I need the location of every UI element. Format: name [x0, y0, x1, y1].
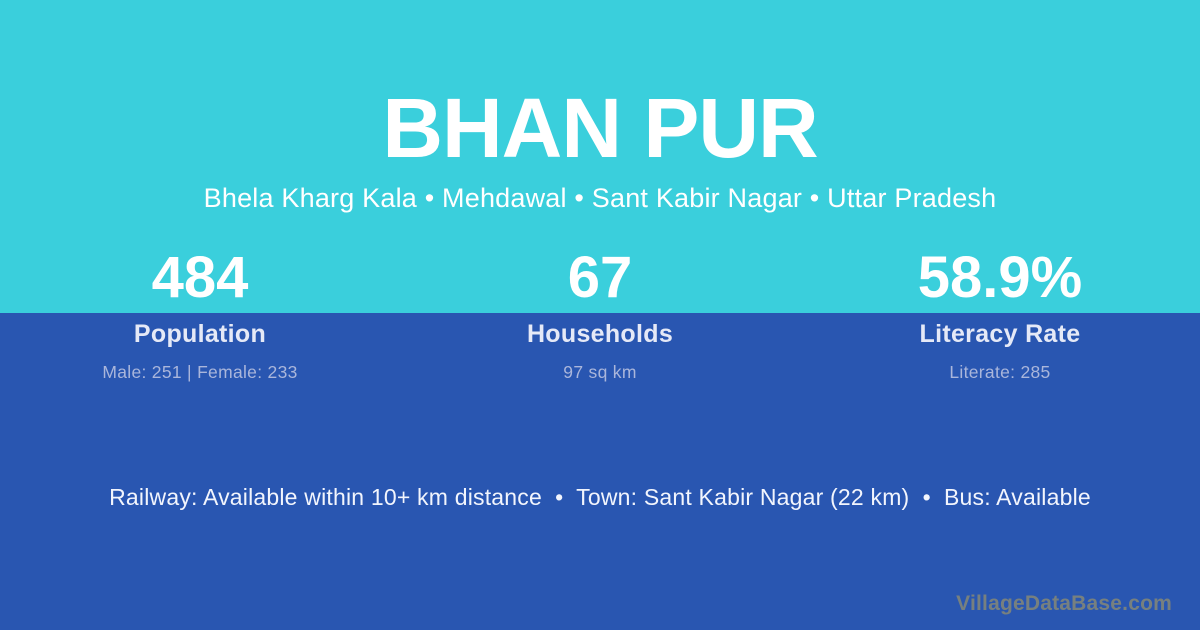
- stat-households: 67 Households 97 sq km: [400, 248, 800, 383]
- population-gender-detail: Male: 251 | Female: 233: [102, 362, 298, 382]
- population-label: Population: [133, 320, 267, 348]
- top-cyan-band: [0, 0, 1200, 313]
- stat-population: 484 Population Male: 251 | Female: 233: [0, 248, 400, 383]
- bottom-blue-band: [0, 313, 1200, 630]
- watermark-villagedatabase: VillageDataBase.com: [956, 592, 1172, 615]
- literacy-rate-value: 58.9%: [917, 245, 1083, 310]
- area-detail: 97 sq km: [563, 362, 637, 382]
- population-value: 484: [151, 245, 249, 310]
- literate-count-detail: Literate: 285: [949, 362, 1051, 382]
- literacy-rate-label: Literacy Rate: [919, 320, 1081, 348]
- transport-info-line: Railway: Available within 10+ km distanc…: [109, 484, 1091, 510]
- households-value: 67: [567, 245, 633, 310]
- households-label: Households: [526, 320, 674, 348]
- stat-literacy: 58.9% Literacy Rate Literate: 285: [800, 248, 1200, 383]
- village-location-breadcrumb: Bhela Kharg Kala • Mehdawal • Sant Kabir…: [203, 183, 997, 213]
- village-title: BHAN PUR: [382, 81, 818, 175]
- stats-row: 484 Population Male: 251 | Female: 233 6…: [0, 248, 1200, 383]
